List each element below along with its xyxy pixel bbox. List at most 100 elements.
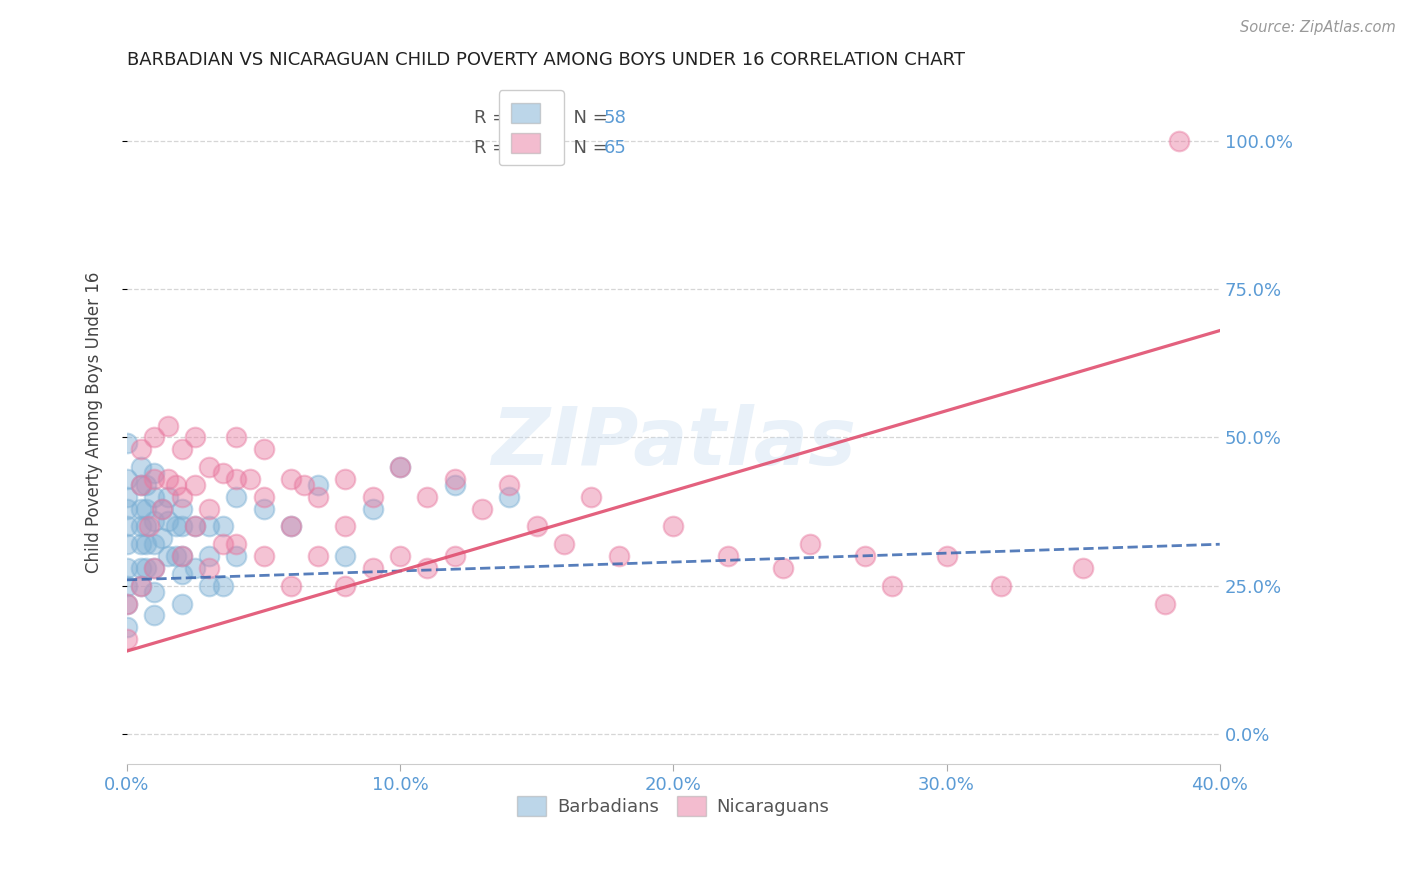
Point (361, 561, 384, 575)
Point (280, 579, 302, 593)
Point (129, 519, 152, 533)
Point (170, 442, 193, 457)
Point (211, 519, 233, 533)
Point (129, 561, 152, 575)
Point (335, 472, 357, 486)
Point (280, 519, 302, 533)
Point (335, 549, 357, 563)
Text: Source: ZipAtlas.com: Source: ZipAtlas.com (1240, 20, 1396, 35)
Point (252, 442, 274, 457)
Point (143, 537, 166, 551)
Point (156, 514, 179, 528)
Point (389, 549, 412, 563)
Point (239, 472, 262, 486)
Point (170, 490, 193, 504)
Point (143, 561, 166, 575)
Point (880, 579, 903, 593)
Point (129, 501, 152, 516)
Point (156, 549, 179, 563)
Text: N =: N = (562, 109, 613, 128)
Point (143, 561, 166, 575)
Point (198, 579, 221, 593)
Point (143, 430, 166, 444)
Text: ZIPatlas: ZIPatlas (491, 404, 856, 482)
Point (143, 584, 166, 599)
Point (252, 490, 274, 504)
Point (115, 579, 138, 593)
Text: 65: 65 (603, 138, 626, 157)
Point (165, 519, 187, 533)
Point (526, 519, 548, 533)
Point (135, 537, 157, 551)
Text: R =: R = (474, 109, 513, 128)
Point (443, 549, 465, 563)
Point (607, 549, 630, 563)
Point (198, 561, 221, 575)
Point (799, 537, 821, 551)
Point (1154, 597, 1177, 611)
Point (129, 537, 152, 551)
Point (115, 490, 138, 504)
Point (115, 597, 138, 611)
Point (135, 519, 157, 533)
Point (198, 519, 221, 533)
Text: R =: R = (474, 138, 513, 157)
Point (170, 597, 193, 611)
Point (165, 549, 187, 563)
Text: 58: 58 (603, 109, 626, 128)
Point (115, 597, 138, 611)
Point (361, 490, 384, 504)
Point (143, 466, 166, 480)
Point (170, 566, 193, 581)
Point (156, 490, 179, 504)
Point (115, 561, 138, 575)
Point (184, 519, 207, 533)
Point (416, 561, 439, 575)
Legend: Barbadians, Nicaraguans: Barbadians, Nicaraguans (510, 789, 837, 823)
Y-axis label: Child Poverty Among Boys Under 16: Child Poverty Among Boys Under 16 (86, 272, 103, 574)
Point (143, 608, 166, 623)
Point (184, 430, 207, 444)
Point (170, 549, 193, 563)
Point (129, 478, 152, 492)
Point (252, 549, 274, 563)
Point (361, 501, 384, 516)
Point (307, 549, 329, 563)
Point (115, 472, 138, 486)
Point (152, 501, 174, 516)
Point (135, 501, 157, 516)
Point (280, 472, 302, 486)
Point (389, 460, 412, 475)
Text: BARBADIAN VS NICARAGUAN CHILD POVERTY AMONG BOYS UNDER 16 CORRELATION CHART: BARBADIAN VS NICARAGUAN CHILD POVERTY AM… (127, 51, 965, 69)
Point (935, 549, 957, 563)
Point (307, 478, 329, 492)
Point (225, 472, 247, 486)
Point (170, 519, 193, 533)
Point (115, 632, 138, 647)
Point (498, 490, 520, 504)
Point (225, 549, 247, 563)
Point (156, 472, 179, 486)
Point (294, 478, 316, 492)
Point (129, 579, 152, 593)
Point (129, 478, 152, 492)
Point (143, 490, 166, 504)
Point (498, 478, 520, 492)
Point (129, 460, 152, 475)
Point (129, 579, 152, 593)
Point (252, 501, 274, 516)
Point (443, 478, 465, 492)
Point (662, 519, 685, 533)
Point (170, 549, 193, 563)
Point (389, 460, 412, 475)
Point (198, 501, 221, 516)
Point (135, 561, 157, 575)
Point (115, 501, 138, 516)
Point (170, 501, 193, 516)
Point (211, 466, 233, 480)
Point (211, 579, 233, 593)
Point (156, 418, 179, 433)
Point (1167, 134, 1189, 148)
Point (335, 579, 357, 593)
Point (335, 519, 357, 533)
